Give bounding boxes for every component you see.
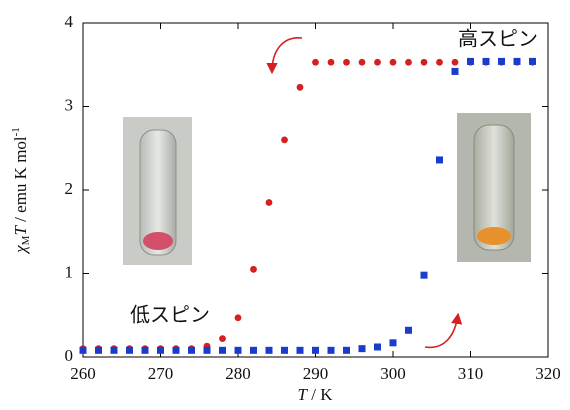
data-point: [436, 59, 443, 66]
page: 高スピン 低スピン T / K χMT / emu K mol-1 260 270…: [0, 0, 570, 410]
x-tick-label: 310: [458, 364, 484, 383]
data-point: [343, 59, 350, 66]
chart: 高スピン 低スピン T / K χMT / emu K mol-1 260 270…: [0, 0, 570, 410]
data-point: [235, 347, 242, 354]
data-point: [219, 335, 226, 342]
data-point: [452, 59, 459, 66]
arrow: [272, 38, 302, 72]
data-point: [436, 156, 443, 163]
x-tick-label: 280: [225, 364, 251, 383]
data-point: [266, 199, 273, 206]
data-point: [297, 347, 304, 354]
x-tick-label: 320: [535, 364, 561, 383]
data-point: [95, 347, 102, 354]
data-point: [343, 347, 350, 354]
data-point: [281, 347, 288, 354]
y-tick-label: 2: [65, 179, 74, 198]
data-point: [157, 347, 164, 354]
data-point: [281, 137, 288, 144]
data-point: [126, 347, 133, 354]
data-point: [374, 343, 381, 350]
photo-low-spin: [123, 117, 192, 265]
data-point: [111, 347, 118, 354]
data-point: [467, 58, 474, 65]
data-point: [266, 347, 273, 354]
data-point: [297, 84, 304, 91]
data-point: [219, 347, 226, 354]
data-point: [173, 347, 180, 354]
data-point: [452, 68, 459, 75]
data-point: [421, 272, 428, 279]
data-point: [359, 345, 366, 352]
data-point: [328, 59, 335, 66]
annotation: 低スピン: [130, 303, 210, 327]
y-tick-label: 4: [65, 12, 74, 31]
data-point: [529, 58, 536, 65]
y-tick-label: 1: [65, 262, 74, 281]
data-point: [328, 347, 335, 354]
data-point: [390, 339, 397, 346]
x-axis-label: T / K: [298, 385, 334, 404]
data-point: [498, 58, 505, 65]
data-point: [80, 347, 87, 354]
data-point: [312, 59, 319, 66]
y-label-part: M: [20, 235, 32, 245]
data-point: [188, 347, 195, 354]
data-point: [390, 59, 397, 66]
data-point: [405, 327, 412, 334]
x-label-part: / K: [307, 385, 333, 404]
x-tick-label: 270: [148, 364, 174, 383]
data-point: [421, 59, 428, 66]
data-point: [405, 59, 412, 66]
data-point: [250, 347, 257, 354]
data-point: [312, 347, 319, 354]
data-point: [204, 347, 211, 354]
x-tick-label: 300: [380, 364, 406, 383]
data-point: [235, 314, 242, 321]
data-point: [142, 347, 149, 354]
x-tick-label: 290: [303, 364, 329, 383]
data-point: [374, 59, 381, 66]
data-point: [250, 266, 257, 273]
y-axis-label: χMT / emu K mol-1: [10, 127, 32, 255]
y-tick-label: 0: [65, 346, 74, 365]
y-tick-label: 3: [65, 95, 74, 114]
arrow: [425, 315, 458, 347]
y-label-part: -1: [10, 127, 22, 136]
y-label-part: / emu K mol: [11, 136, 30, 226]
annotation: 高スピン: [458, 27, 538, 51]
data-point: [514, 58, 521, 65]
data-point: [359, 59, 366, 66]
photo-high-spin: [457, 113, 531, 262]
data-point: [483, 58, 490, 65]
x-tick-label: 260: [70, 364, 96, 383]
